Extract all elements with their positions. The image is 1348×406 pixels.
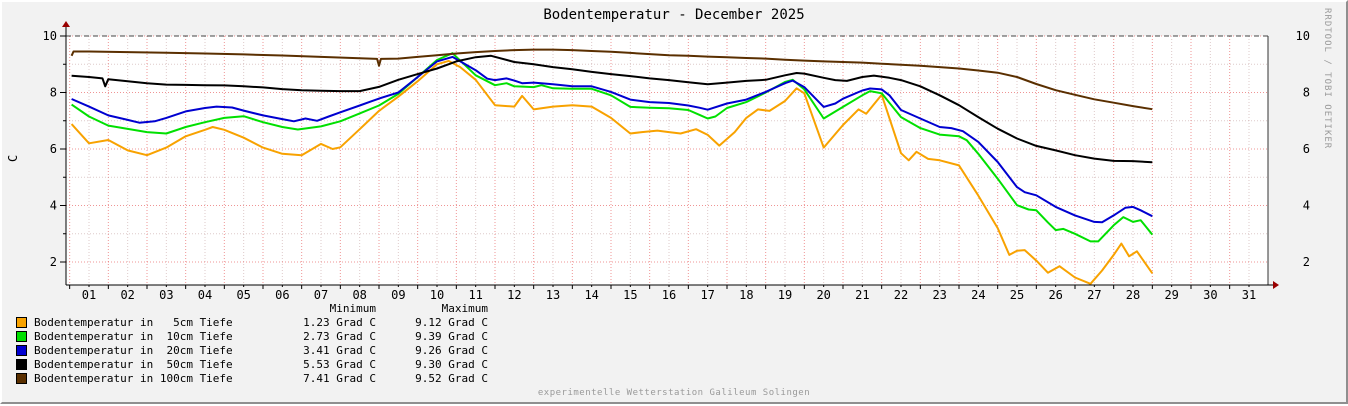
- tick-label: 6: [1303, 142, 1310, 156]
- y-axis-arrow: [62, 21, 70, 27]
- minimum-column-header: Minimum: [329, 302, 376, 315]
- tick-label: 8: [50, 86, 57, 100]
- legend-row-10cm: Bodentemperatur in 10cm Tiefe 2.73 Grad …: [2, 330, 1346, 344]
- tick-label: 4: [1303, 199, 1310, 213]
- tick-label: 21: [855, 288, 869, 302]
- legend-headers: Minimum Maximum: [2, 302, 1346, 315]
- tick-label: 11: [468, 288, 482, 302]
- series-line-100cm: [70, 48, 1153, 111]
- tick-label: 18: [739, 288, 753, 302]
- series-line-10cm: [71, 52, 1154, 243]
- series-line-50cm: [71, 54, 1153, 164]
- series-max-value: 9.39 Grad C: [415, 330, 488, 343]
- x-axis-arrow: [1273, 281, 1279, 289]
- tick-label: 06: [275, 288, 289, 302]
- tick-label: 10: [430, 288, 444, 302]
- tick-label: 12: [507, 288, 521, 302]
- tick-label: 25: [1010, 288, 1024, 302]
- series-label: Bodentemperatur in 50cm Tiefe: [34, 358, 233, 371]
- series-line-20cm: [71, 55, 1153, 224]
- tick-label: 13: [546, 288, 560, 302]
- series-max-value: 9.12 Grad C: [415, 316, 488, 329]
- tick-label: 09: [391, 288, 405, 302]
- tick-label: 01: [82, 288, 96, 302]
- tick-label: 6: [50, 142, 57, 156]
- tick-label: 24: [971, 288, 985, 302]
- footer-caption: experimentelle Wetterstation Galileum So…: [537, 388, 811, 398]
- tick-label: 8: [1303, 86, 1310, 100]
- series-swatch-20cm: [16, 345, 27, 356]
- tick-label: 05: [236, 288, 250, 302]
- series-label: Bodentemperatur in 5cm Tiefe: [34, 316, 233, 329]
- series-label: Bodentemperatur in 10cm Tiefe: [34, 330, 233, 343]
- tick-label: 28: [1126, 288, 1140, 302]
- tick-label: 10: [1296, 29, 1310, 43]
- tick-label: 23: [932, 288, 946, 302]
- tick-label: 10: [43, 29, 57, 43]
- series-max-value: 9.26 Grad C: [415, 344, 488, 357]
- legend-row-100cm: Bodentemperatur in 100cm Tiefe 7.41 Grad…: [2, 372, 1346, 386]
- legend-row-5cm: Bodentemperatur in 5cm Tiefe 1.23 Grad C…: [2, 316, 1346, 330]
- tick-label: 07: [314, 288, 328, 302]
- series-label: Bodentemperatur in 100cm Tiefe: [34, 372, 233, 385]
- page-title: Bodentemperatur - December 2025: [543, 7, 805, 23]
- tick-label: 16: [662, 288, 676, 302]
- tick-label: 26: [1048, 288, 1062, 302]
- series-swatch-10cm: [16, 331, 27, 342]
- tick-label: 03: [159, 288, 173, 302]
- series-line-5cm: [70, 59, 1154, 285]
- legend-row-20cm: Bodentemperatur in 20cm Tiefe 3.41 Grad …: [2, 344, 1346, 358]
- series-label: Bodentemperatur in 20cm Tiefe: [34, 344, 233, 357]
- tick-label: 2: [50, 255, 57, 269]
- series-min-value: 3.41 Grad C: [303, 344, 376, 357]
- tick-label: 08: [352, 288, 366, 302]
- series-min-value: 5.53 Grad C: [303, 358, 376, 371]
- series-max-value: 9.30 Grad C: [415, 358, 488, 371]
- series-min-value: 1.23 Grad C: [303, 316, 376, 329]
- tick-label: 15: [623, 288, 637, 302]
- tick-label: 4: [50, 199, 57, 213]
- legend-row-50cm: Bodentemperatur in 50cm Tiefe 5.53 Grad …: [2, 358, 1346, 372]
- tick-label: 31: [1242, 288, 1256, 302]
- tick-label: 29: [1164, 288, 1178, 302]
- maximum-column-header: Maximum: [441, 302, 488, 315]
- tick-label: 22: [894, 288, 908, 302]
- series-swatch-100cm: [16, 373, 27, 384]
- tick-label: 17: [700, 288, 714, 302]
- tick-label: 04: [198, 288, 212, 302]
- plot-canvas: [66, 36, 1268, 285]
- series-min-value: 2.73 Grad C: [303, 330, 376, 343]
- tick-label: 30: [1203, 288, 1217, 302]
- tick-label: 20: [816, 288, 830, 302]
- series-swatch-5cm: [16, 317, 27, 328]
- tick-label: 14: [584, 288, 598, 302]
- tick-label: 2: [1303, 255, 1310, 269]
- series-min-value: 7.41 Grad C: [303, 372, 376, 385]
- tick-label: 19: [778, 288, 792, 302]
- series-swatch-50cm: [16, 359, 27, 370]
- tick-label: 27: [1087, 288, 1101, 302]
- series-max-value: 9.52 Grad C: [415, 372, 488, 385]
- tick-label: 02: [120, 288, 134, 302]
